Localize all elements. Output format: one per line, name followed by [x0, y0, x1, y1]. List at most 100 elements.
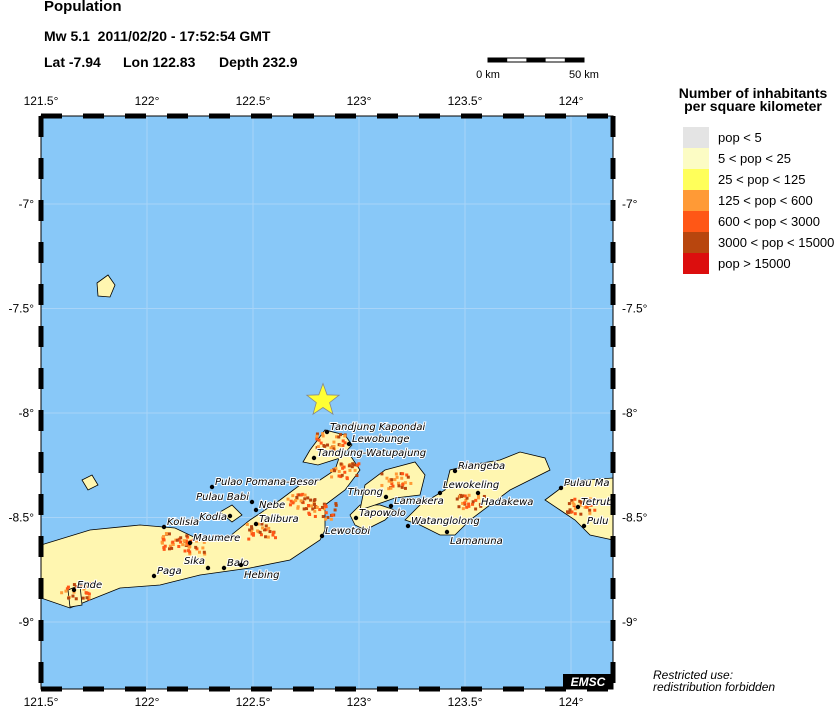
density-cell: [89, 582, 93, 586]
density-cell: [579, 503, 583, 507]
density-cell: [174, 538, 178, 542]
place-marker: [227, 513, 233, 519]
density-cell: [331, 447, 335, 451]
density-cell: [298, 493, 302, 497]
density-cell: [249, 529, 253, 533]
density-cell: [256, 522, 260, 526]
density-cell: [71, 594, 75, 598]
density-cell: [476, 494, 480, 498]
density-cell: [171, 542, 175, 546]
density-cell: [579, 512, 583, 516]
lat-tick-label: -8.5°: [622, 511, 648, 525]
lat-tick-label: -7.5°: [9, 302, 35, 316]
density-cell: [401, 472, 405, 476]
lat-tick-label: -9°: [622, 615, 638, 629]
watermark-box: [563, 674, 613, 689]
density-cell: [84, 591, 88, 595]
density-cell: [355, 474, 359, 478]
place-marker: [388, 503, 394, 509]
density-cell: [264, 524, 268, 528]
density-cell: [341, 439, 345, 443]
density-cell: [164, 532, 168, 536]
place-label: Watanglolong: [411, 516, 480, 527]
density-cell: [251, 533, 255, 537]
density-cell: [566, 511, 570, 515]
density-cell: [75, 584, 79, 588]
lon-tick-label: 123.5°: [448, 695, 483, 709]
place-marker: [253, 521, 259, 527]
legend-title: Number of inhabitants per square kilomete…: [678, 85, 828, 114]
density-cell: [403, 481, 407, 485]
density-cell: [74, 597, 78, 601]
density-cell: [405, 473, 409, 477]
density-cell: [195, 539, 199, 543]
density-cell: [309, 498, 313, 502]
density-cell: [294, 498, 298, 502]
density-cell: [461, 501, 465, 505]
density-cell: [387, 487, 391, 491]
density-cell: [460, 494, 464, 498]
density-cell: [403, 486, 407, 490]
lat-tick-label: -8.5°: [9, 511, 35, 525]
place-marker: [383, 494, 389, 500]
density-cell: [343, 441, 347, 445]
density-cell: [401, 483, 405, 487]
density-cell: [482, 494, 486, 498]
density-cell: [588, 511, 592, 515]
density-cell: [315, 437, 319, 441]
scale-end: 50 km: [569, 69, 599, 81]
density-cell: [337, 435, 341, 439]
density-cell: [400, 476, 404, 480]
density-cell: [197, 539, 201, 543]
density-cell: [588, 497, 592, 501]
density-cell: [162, 538, 166, 542]
density-cell: [351, 462, 355, 466]
density-cell: [85, 596, 89, 600]
density-cell: [395, 475, 399, 479]
place-label: Pulu: [587, 516, 608, 527]
density-cell: [390, 482, 394, 486]
density-cell: [593, 508, 597, 512]
density-cell: [309, 504, 313, 508]
density-cell: [353, 468, 357, 472]
density-cell: [79, 585, 83, 589]
event-lon: Lon 122.83: [123, 54, 196, 70]
density-cell: [313, 505, 317, 509]
density-cell: [380, 483, 384, 487]
density-cell: [162, 547, 166, 551]
legend-item: 3000 < pop < 15000: [683, 232, 839, 253]
density-cell: [335, 435, 339, 439]
density-cell: [264, 528, 268, 532]
density-cell: [185, 534, 189, 538]
density-cell: [315, 432, 319, 436]
map-title: Population: [44, 0, 122, 15]
density-cell: [182, 539, 186, 543]
density-cell: [332, 445, 336, 449]
density-cell: [474, 498, 478, 502]
lon-tick-label: 122.5°: [236, 695, 271, 709]
density-cell: [184, 539, 188, 543]
place-marker: [581, 523, 587, 529]
density-cell: [302, 507, 306, 511]
legend-swatch: [683, 211, 709, 232]
density-cell: [179, 540, 183, 544]
place-label: Talibura: [259, 514, 299, 525]
legend-label: 5 < pop < 25: [718, 151, 792, 166]
density-cell: [303, 493, 307, 497]
density-cell: [355, 463, 359, 467]
density-cell: [332, 440, 336, 444]
density-cell: [162, 534, 166, 538]
density-cell: [187, 545, 191, 549]
density-cell: [296, 505, 300, 509]
place-marker: [452, 468, 458, 474]
map-frame: [40, 115, 614, 690]
place-marker: [209, 484, 215, 490]
island: [81, 474, 99, 491]
place-label: Lewokeling: [443, 480, 499, 491]
place-label: Sika: [184, 556, 205, 567]
density-cell: [583, 499, 587, 503]
density-cell: [331, 513, 335, 517]
place-marker: [238, 562, 244, 568]
scale-bar-segment: [564, 58, 584, 62]
